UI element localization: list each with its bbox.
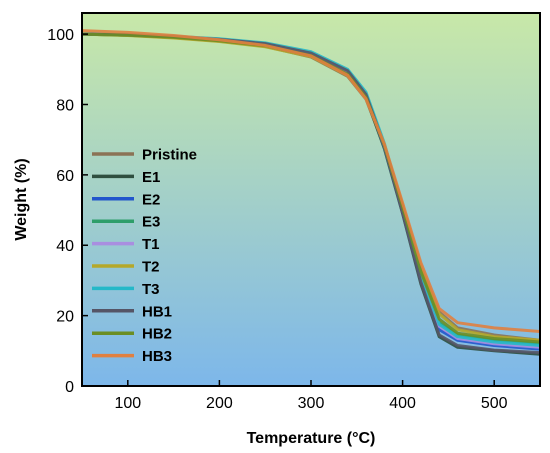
legend-label-hb1: HB1 xyxy=(142,303,172,320)
legend-label-hb2: HB2 xyxy=(142,326,172,343)
y-tick-label: 80 xyxy=(56,97,74,114)
series-line-hb3 xyxy=(81,29,541,333)
y-tick-label: 20 xyxy=(56,309,74,326)
y-tick-label: 40 xyxy=(56,238,74,255)
legend-label-e2: E2 xyxy=(142,191,160,208)
legend-label-t3: T3 xyxy=(142,281,160,298)
legend: Pristine E1 E2 E3 T1 T2 T3 HB1 HB2 HB3 xyxy=(92,147,197,365)
x-axis-ticks: 100 200 300 400 500 xyxy=(114,380,508,412)
legend-label-pristine: Pristine xyxy=(142,147,197,164)
y-axis-title: Weight (%) xyxy=(13,158,30,240)
x-tick-label: 100 xyxy=(114,395,141,412)
x-axis-title: Temperature (°C) xyxy=(247,430,376,447)
legend-label-e3: E3 xyxy=(142,214,160,231)
legend-label-t2: T2 xyxy=(142,259,160,276)
legend-label-hb3: HB3 xyxy=(142,348,172,365)
x-tick-label: 200 xyxy=(206,395,233,412)
y-tick-label: 60 xyxy=(56,168,74,185)
y-tick-label: 100 xyxy=(47,27,74,44)
legend-label-e1: E1 xyxy=(142,169,160,186)
legend-label-t1: T1 xyxy=(142,236,160,253)
y-tick-label: 0 xyxy=(65,379,74,396)
x-tick-label: 300 xyxy=(298,395,325,412)
x-tick-label: 400 xyxy=(389,395,416,412)
y-axis-ticks: 0 20 40 60 80 100 xyxy=(47,27,88,396)
x-tick-label: 500 xyxy=(481,395,508,412)
series-layer xyxy=(81,29,541,356)
